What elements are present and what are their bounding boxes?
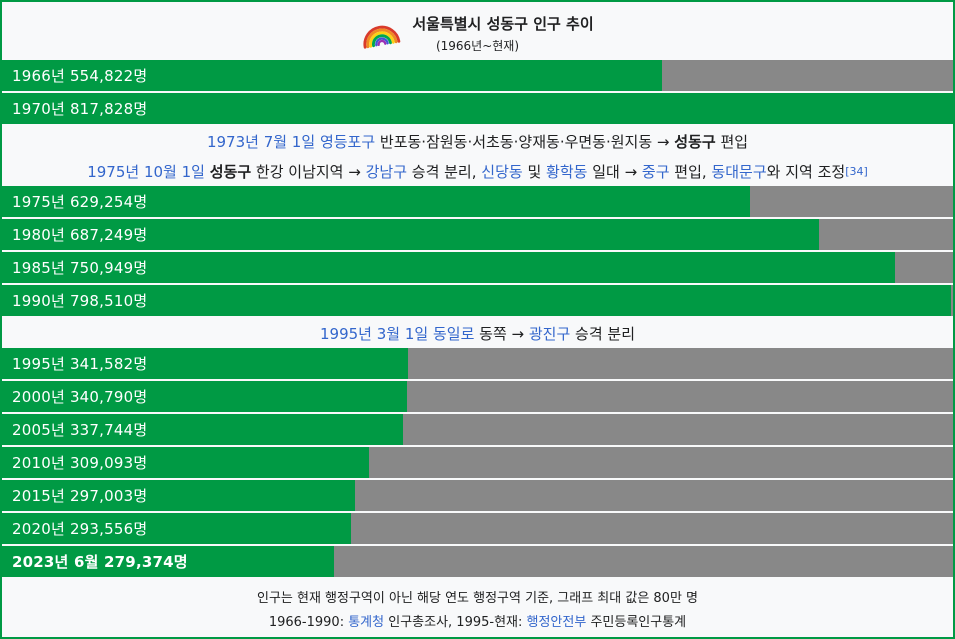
population-bar-row: 1980년 687,249명 bbox=[2, 219, 953, 250]
population-bar-row: 1966년 554,822명 bbox=[2, 60, 953, 91]
note-text: 편입 bbox=[715, 132, 749, 151]
bar-fill bbox=[2, 285, 952, 316]
wiki-link[interactable]: 신당동 bbox=[481, 162, 523, 181]
population-bar-row: 1985년 750,949명 bbox=[2, 252, 953, 283]
note-text: 와 지역 조정 bbox=[766, 162, 846, 181]
population-bar-row: 1970년 817,828명 bbox=[2, 93, 953, 124]
bar-label: 1970년 817,828명 bbox=[12, 100, 148, 118]
bar-fill bbox=[2, 186, 751, 217]
chart-title: 서울특별시 성동구 인구 추이 bbox=[412, 15, 594, 33]
bar-fill bbox=[2, 447, 370, 478]
wiki-link[interactable]: 1973년 7월 1일 bbox=[206, 132, 316, 151]
note-text: 1966-1990: bbox=[268, 615, 349, 630]
population-bar-row: 2015년 297,003명 bbox=[2, 480, 953, 511]
chart-subtitle: (1966년~현재) bbox=[435, 39, 520, 53]
bar-label: 1980년 687,249명 bbox=[12, 226, 148, 244]
bar-label: 2005년 337,744명 bbox=[12, 421, 148, 439]
bar-label: 1985년 750,949명 bbox=[12, 259, 148, 277]
chart-rows: 1966년 554,822명 1970년 817,828명 1973년 7월 1일 … bbox=[2, 60, 953, 577]
bar-label: 2020년 293,556명 bbox=[12, 520, 148, 538]
bar-fill bbox=[2, 348, 409, 379]
footer-sources: 1966-1990: 통계청 인구총조사, 1995-현재: 행정안전부 주민등… bbox=[2, 611, 953, 635]
bar-label: 1966년 554,822명 bbox=[12, 67, 148, 85]
wiki-link[interactable]: 강남구 bbox=[365, 162, 407, 181]
wiki-link[interactable]: 행정안전부 bbox=[526, 615, 587, 630]
note-text: 일대 → bbox=[587, 162, 642, 181]
population-bar-row: 2023년 6월 279,374명 bbox=[2, 546, 953, 577]
title-line: 서울특별시 성동구 인구 추이 bbox=[2, 2, 953, 49]
bar-fill bbox=[2, 513, 351, 544]
population-bar-row: 1990년 798,510명 bbox=[2, 285, 953, 316]
bar-fill bbox=[2, 381, 408, 412]
wiki-link[interactable]: 광진구 bbox=[528, 324, 571, 343]
wiki-link[interactable]: 통계청 bbox=[348, 615, 385, 630]
note-text: 인구총조사, 1995-현재: bbox=[384, 615, 527, 630]
wiki-link[interactable]: 1995년 3월 1일 bbox=[319, 324, 429, 343]
note-text: 및 bbox=[522, 162, 547, 181]
population-bar-row: 2000년 340,790명 bbox=[2, 381, 953, 412]
annotation-row: 1995년 3월 1일 동일로 동쪽 → 광진구 승격 분리 bbox=[2, 318, 953, 348]
bar-fill bbox=[2, 219, 819, 250]
note-text: 편입, bbox=[669, 162, 712, 181]
note-bold-text: 성동구 bbox=[209, 162, 252, 181]
bar-label: 1990년 798,510명 bbox=[12, 292, 148, 310]
wiki-link[interactable]: 영등포구 bbox=[319, 132, 376, 151]
bar-label: 1995년 341,582명 bbox=[12, 355, 148, 373]
bar-label: 2023년 6월 279,374명 bbox=[12, 553, 188, 571]
bar-fill bbox=[2, 60, 662, 91]
note-text: 주민등록인구통계 bbox=[586, 615, 687, 630]
rainbow-icon bbox=[361, 10, 403, 50]
population-bar-row: 2005년 337,744명 bbox=[2, 414, 953, 445]
bar-label: 2010년 309,093명 bbox=[12, 454, 148, 472]
note-bold-text: 성동구 bbox=[674, 132, 716, 151]
bar-label: 1975년 629,254명 bbox=[12, 193, 148, 211]
reference-link[interactable]: [34] bbox=[845, 164, 868, 178]
bar-fill bbox=[2, 480, 356, 511]
bar-fill bbox=[2, 252, 895, 283]
note-text: 반포동·잠원동·서초동·양재동·우면동·원지동 → bbox=[375, 132, 675, 151]
population-bar-row: 2020년 293,556명 bbox=[2, 513, 953, 544]
wiki-link[interactable]: 동일로 bbox=[432, 324, 475, 343]
wiki-link[interactable]: 황학동 bbox=[546, 162, 588, 181]
bar-fill bbox=[2, 414, 404, 445]
note-text: 동쪽 → bbox=[474, 324, 529, 343]
note-text: 승격 분리, bbox=[407, 162, 482, 181]
footer-note: 인구는 현재 행정구역이 아닌 해당 연도 행정구역 기준, 그래프 최대 값은… bbox=[256, 591, 699, 606]
wiki-link[interactable]: 1975년 10월 1일 bbox=[87, 162, 205, 181]
annotation-row: 1975년 10월 1일 성동구 한강 이남지역 → 강남구 승격 분리, 신당… bbox=[2, 156, 953, 186]
bar-fill bbox=[2, 93, 953, 124]
note-text: 승격 분리 bbox=[570, 324, 636, 343]
population-bar-row: 1975년 629,254명 bbox=[2, 186, 953, 217]
population-bar-row: 1995년 341,582명 bbox=[2, 348, 953, 379]
chart-header: 서울특별시 성동구 인구 추이 (1966년~현재) bbox=[2, 2, 953, 60]
chart-footer: 인구는 현재 행정구역이 아닌 해당 연도 행정구역 기준, 그래프 최대 값은… bbox=[2, 579, 953, 637]
note-text: 한강 이남지역 → bbox=[251, 162, 366, 181]
annotation-row: 1973년 7월 1일 영등포구 반포동·잠원동·서초동·양재동·우면동·원지동… bbox=[2, 126, 953, 156]
wiki-link[interactable]: 동대문구 bbox=[711, 162, 767, 181]
bar-label: 2015년 297,003명 bbox=[12, 487, 148, 505]
population-bar-row: 2010년 309,093명 bbox=[2, 447, 953, 478]
bar-fill bbox=[2, 546, 335, 577]
bar-label: 2000년 340,790명 bbox=[12, 388, 148, 406]
wiki-link[interactable]: 중구 bbox=[641, 162, 670, 181]
